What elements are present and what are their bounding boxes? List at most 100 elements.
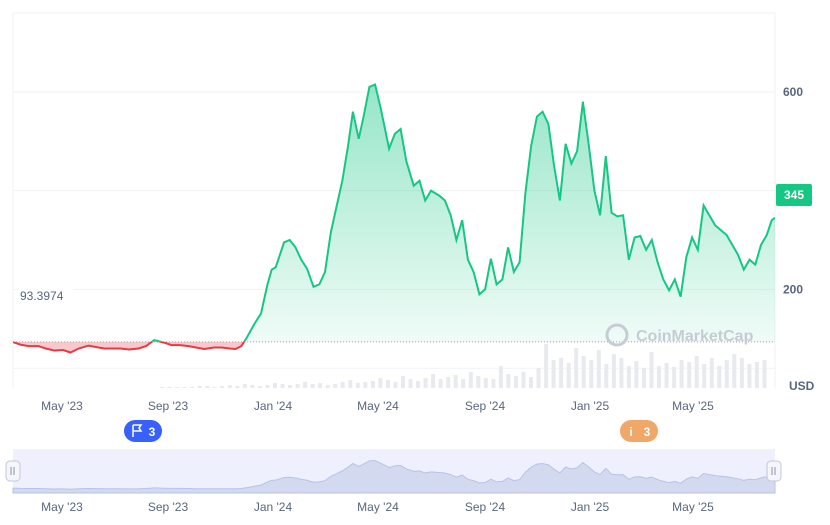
volume-bar: [626, 366, 631, 388]
volume-bar: [461, 379, 466, 388]
volume-bar: [325, 385, 330, 388]
price-line-up: [13, 83, 775, 342]
volume-bar: [257, 386, 262, 388]
volume-bar: [559, 358, 564, 388]
volume-bar: [762, 360, 767, 388]
info-marker-bg[interactable]: [620, 420, 658, 442]
x-axis-ticks: May '23 Sep '23 Jan '24 May '24 Sep '24 Jan '…: [41, 399, 714, 413]
volume-bar: [235, 386, 240, 388]
volume-bar: [491, 379, 496, 388]
volume-bar: [551, 360, 556, 388]
price-line-down: [13, 341, 246, 354]
volume-bar: [303, 382, 308, 388]
volume-bar: [514, 376, 518, 388]
volume-bar: [220, 386, 225, 388]
volume-bar: [288, 385, 292, 388]
volume-bar: [483, 378, 488, 388]
area-fill-down: [13, 341, 245, 353]
volume-bar: [739, 358, 744, 388]
volume-bar: [378, 378, 383, 388]
navigator-tick-label: May '25: [672, 500, 714, 514]
volume-bar: [596, 350, 601, 388]
navigator[interactable]: [5, 449, 782, 494]
navigator-tick-label: Jan '24: [254, 500, 293, 514]
volume-bar: [333, 384, 338, 388]
volume-bar: [280, 384, 285, 388]
volume-bar: [175, 387, 180, 388]
volume-bar: [355, 383, 360, 388]
baseline-label-bg: [17, 288, 73, 303]
volume-bar: [506, 374, 511, 388]
volume-bar: [619, 358, 624, 388]
navigator-tick-label: May '23: [41, 500, 83, 514]
volume-bar: [574, 348, 579, 388]
volume-bar: [446, 377, 451, 388]
navigator-area: [12, 460, 776, 494]
volume-bar: [438, 379, 443, 388]
event-marker-flag[interactable]: 3: [124, 420, 162, 442]
y-tick-label: 200: [783, 282, 803, 296]
volume-bar: [747, 364, 752, 388]
volume-bar: [310, 384, 315, 388]
navigator-tick-label: May '24: [357, 500, 399, 514]
volume-bar: [694, 356, 699, 388]
volume-bar: [453, 375, 458, 388]
volume-bar: [687, 362, 692, 388]
x-tick-label: Sep '24: [465, 399, 506, 413]
watermark-text: CoinMarketCap: [636, 328, 754, 345]
area-fill-up: [13, 84, 775, 342]
volume-bar: [273, 383, 277, 388]
volume-bar: [250, 385, 255, 388]
volume-bar: [242, 384, 247, 388]
volume-bar: [265, 385, 270, 388]
volume-bar: [498, 366, 503, 388]
volume-bar: [401, 376, 405, 388]
navigator-handle-right[interactable]: [766, 460, 782, 482]
volume-bar: [521, 372, 526, 388]
x-tick-label: May '25: [672, 399, 714, 413]
volume-bar: [702, 364, 707, 388]
flag-marker-count: 3: [149, 425, 156, 439]
x-tick-label: May '23: [41, 399, 83, 413]
y-tick-label: 600: [783, 85, 803, 99]
volume-bar: [634, 361, 639, 388]
y-axis-unit: USD: [789, 379, 815, 393]
volume-bar: [318, 383, 323, 388]
flag-marker-bg[interactable]: [124, 420, 162, 442]
x-tick-label: Jan '24: [254, 399, 293, 413]
volume-bar: [385, 380, 390, 388]
volume-bar: [581, 356, 586, 388]
volume-bar: [717, 366, 722, 388]
x-tick-label: May '24: [357, 399, 399, 413]
navigator-tick-label: Sep '24: [465, 500, 506, 514]
volume-bar: [190, 387, 195, 388]
volume-bar: [363, 382, 368, 388]
volume-bar: [205, 386, 210, 388]
volume-bar: [468, 372, 473, 388]
info-marker-count: 3: [644, 425, 651, 439]
volume-bar: [160, 387, 164, 388]
volume-bar: [212, 387, 217, 388]
volume-bar: [679, 360, 684, 388]
volume-bar: [197, 386, 202, 388]
info-icon: i: [629, 425, 632, 439]
event-marker-info[interactable]: i 3: [620, 420, 658, 442]
volume-bar: [709, 358, 714, 388]
volume-bar: [393, 382, 398, 388]
navigator-handle-left[interactable]: [5, 460, 21, 482]
current-price-badge: [776, 184, 812, 206]
volume-bar: [657, 366, 661, 388]
volume-bar: [167, 387, 172, 388]
volume-bar: [416, 381, 420, 388]
volume-bar: [754, 362, 759, 388]
volume-bar: [732, 354, 737, 388]
volume-bar: [611, 354, 616, 388]
volume-bar: [408, 379, 413, 388]
volume-bar: [566, 363, 571, 388]
volume-bar: [227, 385, 232, 388]
volume-bar: [649, 352, 654, 388]
volume-bar: [604, 364, 609, 388]
baseline-label: 93.3974: [20, 289, 64, 303]
flag-icon: [132, 424, 143, 437]
